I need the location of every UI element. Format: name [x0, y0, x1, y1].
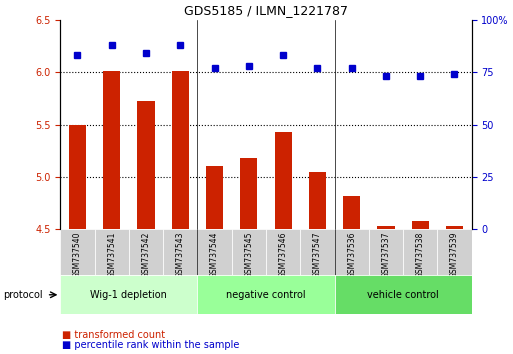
Text: GSM737539: GSM737539 — [450, 232, 459, 278]
Bar — [137, 102, 154, 229]
Bar — [309, 172, 326, 229]
FancyBboxPatch shape — [61, 229, 94, 275]
FancyBboxPatch shape — [129, 229, 163, 275]
Text: GSM737541: GSM737541 — [107, 232, 116, 278]
FancyBboxPatch shape — [438, 229, 471, 275]
Text: ■ percentile rank within the sample: ■ percentile rank within the sample — [62, 341, 239, 350]
Bar — [103, 71, 121, 229]
Bar — [206, 166, 223, 229]
FancyBboxPatch shape — [403, 229, 438, 275]
FancyBboxPatch shape — [266, 229, 300, 275]
Text: GSM737546: GSM737546 — [279, 232, 288, 278]
Text: GSM737537: GSM737537 — [382, 232, 390, 278]
FancyBboxPatch shape — [163, 229, 198, 275]
Bar — [411, 221, 429, 229]
FancyBboxPatch shape — [198, 229, 232, 275]
Text: GSM737543: GSM737543 — [176, 232, 185, 278]
FancyBboxPatch shape — [334, 275, 471, 314]
Text: GSM737547: GSM737547 — [313, 232, 322, 278]
FancyBboxPatch shape — [334, 229, 369, 275]
Text: negative control: negative control — [226, 290, 306, 300]
FancyBboxPatch shape — [198, 275, 334, 314]
Bar — [378, 226, 394, 229]
Text: vehicle control: vehicle control — [367, 290, 439, 300]
Text: GSM737536: GSM737536 — [347, 232, 356, 278]
FancyBboxPatch shape — [369, 229, 403, 275]
Bar — [446, 226, 463, 229]
Text: GSM737542: GSM737542 — [142, 232, 150, 278]
Text: GSM737545: GSM737545 — [244, 232, 253, 278]
FancyBboxPatch shape — [232, 229, 266, 275]
Bar — [343, 196, 360, 229]
Bar — [69, 125, 86, 229]
Text: ■ transformed count: ■ transformed count — [62, 330, 165, 340]
FancyBboxPatch shape — [61, 275, 198, 314]
Text: GSM737540: GSM737540 — [73, 232, 82, 278]
Text: protocol: protocol — [4, 290, 43, 300]
FancyBboxPatch shape — [94, 229, 129, 275]
Bar — [240, 158, 258, 229]
FancyBboxPatch shape — [300, 229, 334, 275]
Bar — [172, 71, 189, 229]
Text: GSM737544: GSM737544 — [210, 232, 219, 278]
Text: Wig-1 depletion: Wig-1 depletion — [90, 290, 167, 300]
Title: GDS5185 / ILMN_1221787: GDS5185 / ILMN_1221787 — [184, 4, 348, 17]
Bar — [274, 132, 292, 229]
Text: GSM737538: GSM737538 — [416, 232, 425, 278]
